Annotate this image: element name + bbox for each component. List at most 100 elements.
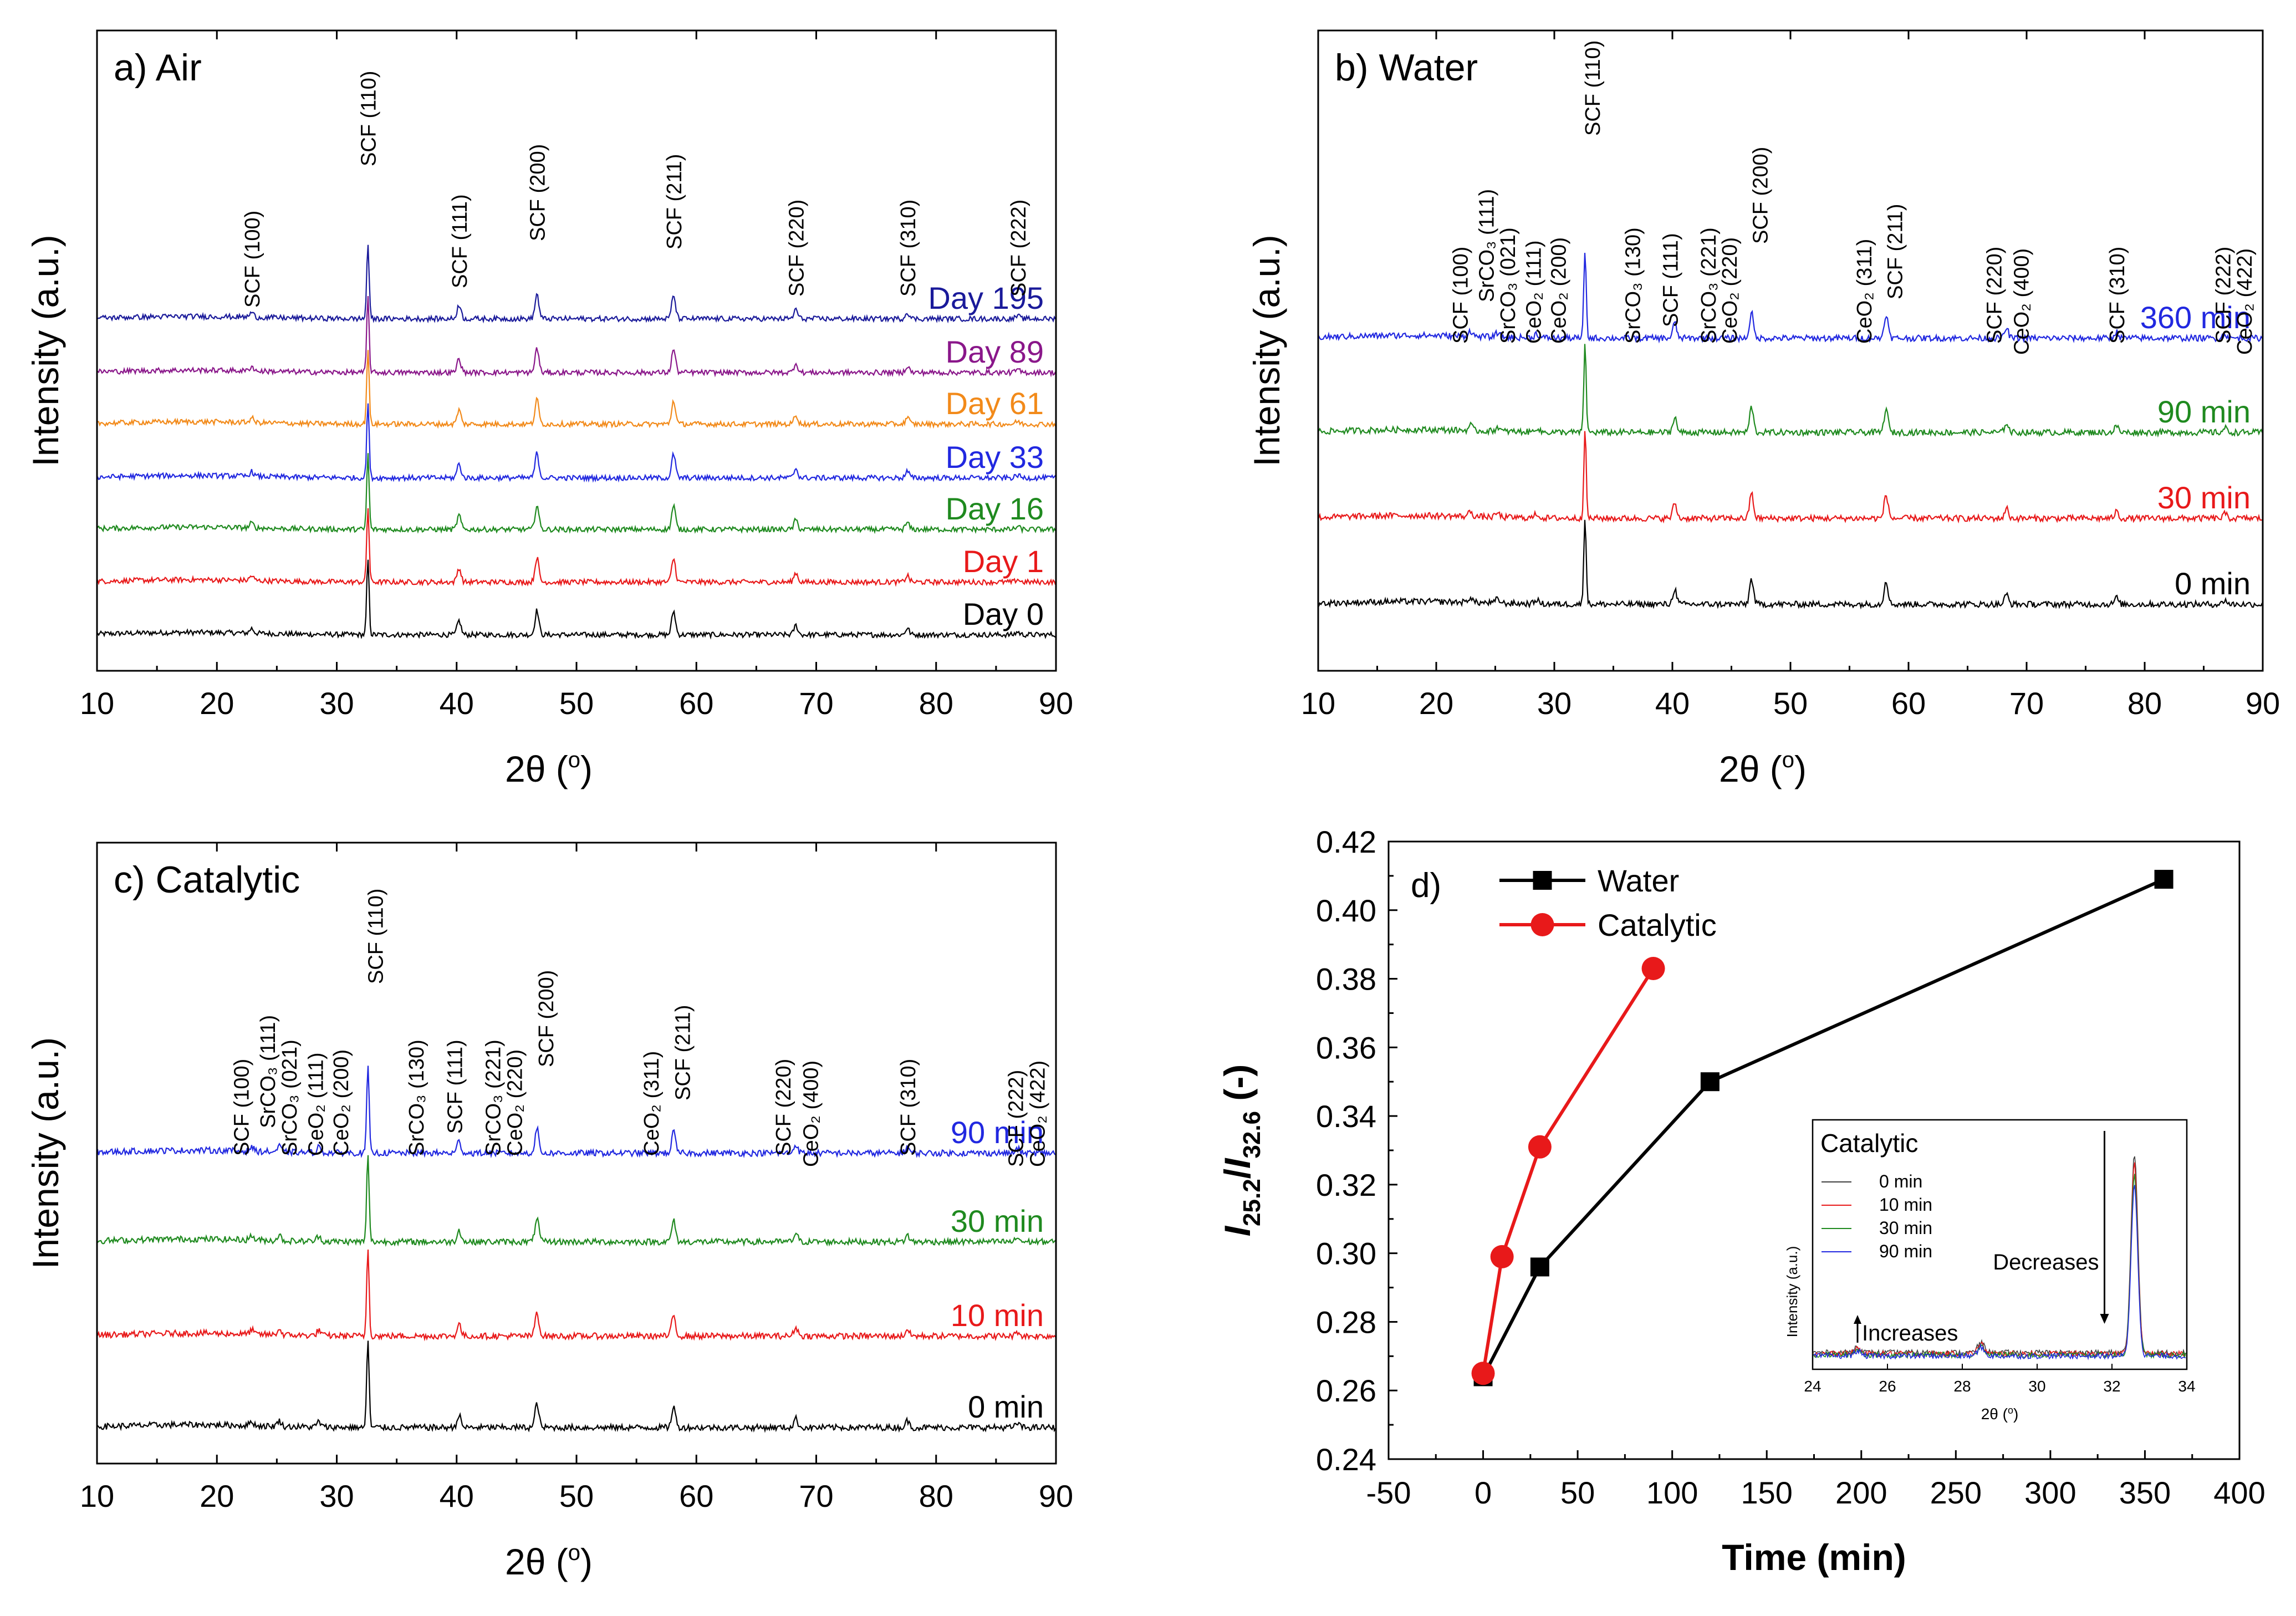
peak-label: SrCO₃ (130) — [405, 1039, 428, 1156]
y-tick-label: 0.34 — [1316, 1099, 1376, 1134]
x-tick-label: 50 — [559, 686, 594, 721]
peak-label: SCF (110) — [365, 889, 388, 984]
inset-frame — [1812, 1119, 2188, 1370]
plot-frame — [1317, 29, 2264, 672]
panel-label: c) Catalytic — [114, 859, 300, 901]
inset-x-tick-label: 24 — [1804, 1378, 1821, 1395]
series-label: Day 61 — [946, 386, 1044, 421]
inset-legend-label: 30 min — [1879, 1218, 1932, 1238]
inset-chart: 0 min 10 min 30 min 90 min Catalytic 24 26 28 30… — [1784, 1119, 2196, 1423]
trace-360-min — [1318, 253, 2263, 344]
x-tick-label: 40 — [440, 686, 474, 721]
x-tick-label: 20 — [1419, 686, 1453, 721]
data-point-water — [1530, 1257, 1549, 1277]
trace-day-16 — [97, 453, 1056, 534]
x-tick-label: 70 — [799, 686, 833, 721]
peak-label: CeO₂ (200) — [330, 1049, 353, 1156]
x-axis-label-end: ) — [580, 748, 593, 789]
up-arrow-icon — [1854, 1315, 1861, 1324]
series-label: 0 min — [2175, 566, 2251, 601]
trace-0-min — [1318, 519, 2263, 610]
data-point-catalytic — [1641, 956, 1665, 980]
peak-label: SCF (220) — [1983, 247, 2006, 344]
panel-label: d) — [1411, 866, 1441, 905]
peak-label: SrCO₃ (111) — [1475, 189, 1498, 302]
y-tick-label: 0.30 — [1316, 1236, 1376, 1271]
peak-label: SCF (200) — [1749, 147, 1773, 244]
x-tick-label: 70 — [2009, 686, 2044, 721]
x-tick-label: 250 — [1930, 1475, 1982, 1510]
peak-label: SrCO₃ (130) — [1622, 227, 1645, 344]
x-tick-label: 50 — [559, 1479, 594, 1513]
data-point-water — [1700, 1072, 1720, 1092]
peak-label: SCF (200) — [527, 144, 550, 241]
data-point-water — [2154, 870, 2173, 889]
peak-label: SCF (111) — [443, 1039, 467, 1134]
trace-day-1 — [96, 508, 1057, 587]
peak-label: CeO₂ (220) — [1718, 237, 1742, 344]
y-tick-label: 0.42 — [1316, 824, 1376, 859]
x-tick-label: 10 — [80, 686, 114, 721]
x-axis-label: Time (min) — [1722, 1537, 1906, 1578]
x-tick-label: 80 — [919, 1479, 953, 1513]
y-label-slash: / — [1217, 1169, 1258, 1179]
y-label-i: I — [1217, 1225, 1258, 1236]
x-tick-label: 50 — [1560, 1475, 1595, 1510]
x-tick-label: 40 — [1655, 686, 1690, 721]
trace-day-195 — [97, 244, 1056, 324]
peak-label: SCF (222) — [1007, 200, 1030, 297]
peak-label: CeO₂ (422) — [2233, 248, 2257, 355]
series-line-catalytic — [1481, 967, 1655, 1374]
y-tick-label: 0.26 — [1316, 1373, 1376, 1408]
inset-x-axis-label: 2θ (o) — [1981, 1405, 2019, 1423]
x-axis-label-sup: o — [1782, 748, 1794, 772]
panel-d: -50 0 50 100 150 200 250 300 350 400 0.24 0.26 0.28 0… — [1217, 824, 2266, 1578]
x-tick-label: 300 — [2024, 1475, 2076, 1510]
y-label-i2: I — [1217, 1158, 1258, 1169]
peak-label: SCF (211) — [663, 154, 686, 249]
inset-x-tick-label: 34 — [2178, 1378, 2195, 1395]
x-tick-label: 60 — [679, 1479, 713, 1513]
inset-xl-main: 2θ ( — [1981, 1405, 2008, 1423]
x-tick-label: 70 — [799, 1479, 833, 1513]
peak-label: SrCO₃ (221) — [1697, 227, 1721, 344]
series-label: Day 195 — [928, 281, 1044, 315]
y-tick-label: 0.40 — [1316, 893, 1376, 928]
y-tick-label: 0.36 — [1316, 1030, 1376, 1065]
x-axis-label-main: 2θ ( — [505, 1541, 568, 1582]
peak-label: SrCO₃ (221) — [482, 1039, 506, 1156]
peak-label: SCF (310) — [2106, 247, 2129, 344]
peak-label: SCF (211) — [671, 1005, 695, 1100]
inset-legend-label: 10 min — [1879, 1195, 1932, 1215]
y-label-sub2: 32.6 — [1238, 1111, 1266, 1159]
plot-frame — [96, 29, 1057, 672]
series-label: Day 33 — [946, 440, 1044, 475]
series-label: Day 16 — [946, 491, 1044, 526]
down-arrow-icon — [2100, 1314, 2109, 1324]
peak-label: SCF (220) — [785, 200, 809, 297]
x-tick-label: 200 — [1835, 1475, 1887, 1510]
legend-marker — [1533, 871, 1552, 890]
peak-label: CeO₂ (220) — [504, 1049, 527, 1156]
peak-label: CeO₂ (422) — [1026, 1061, 1049, 1167]
series-label: 0 min — [968, 1389, 1044, 1424]
trace-day-61 — [98, 350, 1056, 429]
y-axis-label: I25.2/I32.6 (-) — [1217, 1064, 1266, 1237]
y-axis-label: Intensity (a.u.) — [25, 1037, 66, 1269]
y-tick-label: 0.32 — [1316, 1168, 1376, 1202]
x-tick-label: 150 — [1741, 1475, 1793, 1510]
x-tick-label: 60 — [1891, 686, 1926, 721]
x-axis-label: 2θ (o) — [505, 748, 593, 789]
peak-label: CeO₂ (311) — [640, 1051, 664, 1156]
x-tick-label: 400 — [2213, 1475, 2265, 1510]
inset-trace — [1813, 1185, 2186, 1360]
series-label: 360 min — [2140, 300, 2251, 335]
x-axis-label: 2θ (o) — [505, 1541, 593, 1582]
peak-label: SCF (111) — [1660, 233, 1683, 327]
y-tick-label: 0.24 — [1316, 1442, 1376, 1477]
x-tick-label: 60 — [679, 686, 713, 721]
peak-label: CeO₂ (111) — [1523, 240, 1546, 344]
